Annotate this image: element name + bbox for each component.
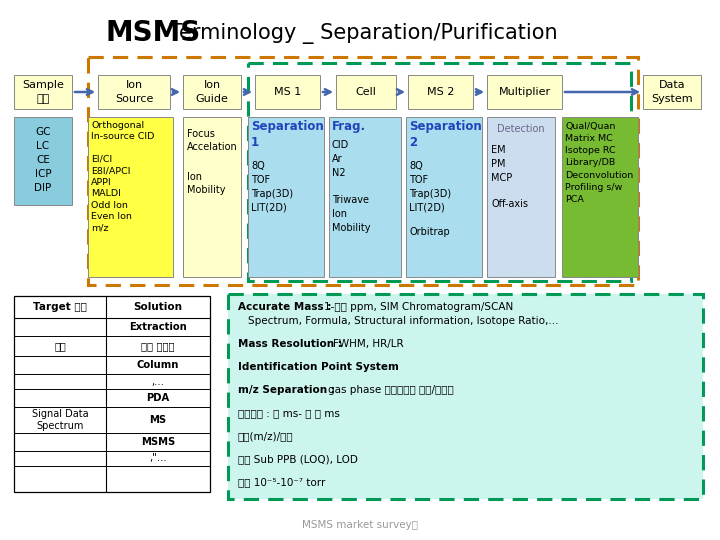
Text: Multiplier: Multiplier [498, 87, 551, 97]
Text: EI/CI
E8I/APCI
APPI
MALDI
Odd Ion
Even Ion
m/z: EI/CI E8I/APCI APPI MALDI Odd Ion Even I… [91, 155, 132, 233]
Text: Column: Column [137, 360, 179, 370]
Text: Ion
Mobility: Ion Mobility [187, 172, 225, 195]
Text: Data
System: Data System [651, 80, 693, 104]
Text: Mass Resolution :: Mass Resolution : [238, 339, 346, 349]
Text: 시료 전처리: 시료 전처리 [141, 341, 175, 351]
Text: 1-수백 ppm, SIM Chromatogram/SCAN: 1-수백 ppm, SIM Chromatogram/SCAN [324, 302, 513, 312]
Text: GC
LC
CE
ICP
DIP: GC LC CE ICP DIP [35, 127, 52, 193]
Text: 8Q
TOF
Trap(3D)
LIT(2D): 8Q TOF Trap(3D) LIT(2D) [409, 161, 451, 213]
Bar [248, 63, 631, 281]
Text: MS 2: MS 2 [427, 87, 454, 97]
Bar [408, 75, 473, 109]
Text: Spectrum, Formula, Structural information, Isotope Ratio,...: Spectrum, Formula, Structural informatio… [248, 316, 559, 326]
Text: Accurate Mass :: Accurate Mass : [238, 302, 335, 312]
Text: 8Q
TOF
Trap(3D)
LIT(2D): 8Q TOF Trap(3D) LIT(2D) [251, 161, 293, 213]
Bar [255, 75, 320, 109]
Bar [14, 117, 72, 205]
Text: Detection: Detection [498, 124, 545, 134]
Text: Cell: Cell [356, 87, 377, 97]
Text: 정성(m/z)/정량: 정성(m/z)/정량 [238, 431, 294, 441]
Text: Orthogonal
In-source CID: Orthogonal In-source CID [91, 121, 154, 141]
Text: MSMS market survey용: MSMS market survey용 [302, 520, 418, 530]
Text: Terminology _ Separation/Purification: Terminology _ Separation/Purification [163, 23, 557, 44]
Bar [98, 75, 170, 109]
Text: Separation
2: Separation 2 [409, 120, 482, 149]
Bar [406, 117, 482, 277]
Bar [88, 57, 638, 285]
Bar [643, 75, 701, 109]
Bar [487, 117, 555, 277]
Text: m/z Separation :: m/z Separation : [238, 385, 338, 395]
Text: 감도 Sub PPB (LOQ), LOD: 감도 Sub PPB (LOQ), LOD [238, 454, 358, 464]
Text: Target 정제: Target 정제 [33, 302, 87, 312]
Bar [228, 294, 703, 499]
Text: FWHM, HR/LR: FWHM, HR/LR [333, 339, 404, 349]
Text: Triwave
Ion
Mobility: Triwave Ion Mobility [332, 195, 371, 233]
Bar [487, 75, 562, 109]
Text: Off-axis: Off-axis [491, 199, 528, 209]
Text: Solution: Solution [133, 302, 182, 312]
Text: Sample
주입: Sample 주입 [22, 80, 64, 104]
Text: Extraction: Extraction [129, 322, 187, 332]
Text: Frag.: Frag. [332, 120, 366, 133]
Text: MS 1: MS 1 [274, 87, 301, 97]
Text: CID
Ar
N2: CID Ar N2 [332, 140, 349, 178]
Text: Separation
1: Separation 1 [251, 120, 324, 149]
Bar [228, 294, 703, 499]
Text: Qual/Quan
Matrix MC
Isotope RC
Library/DB
Deconvolution
Profiling s/w
PCA: Qual/Quan Matrix MC Isotope RC Library/D… [565, 122, 634, 204]
Text: ,"...: ,"... [149, 454, 167, 463]
Text: Ion
Guide: Ion Guide [196, 80, 228, 104]
Bar [14, 296, 210, 492]
Bar [88, 117, 173, 277]
Text: Orbitrap: Orbitrap [409, 227, 450, 237]
Bar [183, 75, 241, 109]
Bar [562, 117, 638, 277]
Text: PDA: PDA [146, 393, 170, 403]
Text: 분취: 분취 [54, 341, 66, 351]
Text: MS: MS [150, 415, 166, 425]
Text: MSMS: MSMS [105, 19, 200, 47]
Bar [14, 75, 72, 109]
Bar [336, 75, 396, 109]
Text: gas phase 분자이온의 경로/속도자: gas phase 분자이온의 경로/속도자 [328, 385, 454, 395]
Bar [248, 117, 324, 277]
Text: 분석시간 : 수 ms- 수 십 ms: 분석시간 : 수 ms- 수 십 ms [238, 408, 340, 418]
Text: Signal Data
Spectrum: Signal Data Spectrum [32, 409, 89, 431]
Bar [183, 117, 241, 277]
Text: Ion
Source: Ion Source [114, 80, 153, 104]
Text: Identification Point System: Identification Point System [238, 362, 399, 372]
Text: EM
PM
MCP: EM PM MCP [491, 145, 512, 183]
Text: 진공 10⁻⁵-10⁻⁷ torr: 진공 10⁻⁵-10⁻⁷ torr [238, 477, 325, 487]
Bar [329, 117, 401, 277]
Text: ,...: ,... [152, 376, 164, 387]
Text: MSMS: MSMS [141, 437, 175, 447]
Text: Focus
Accelation: Focus Accelation [187, 129, 238, 152]
